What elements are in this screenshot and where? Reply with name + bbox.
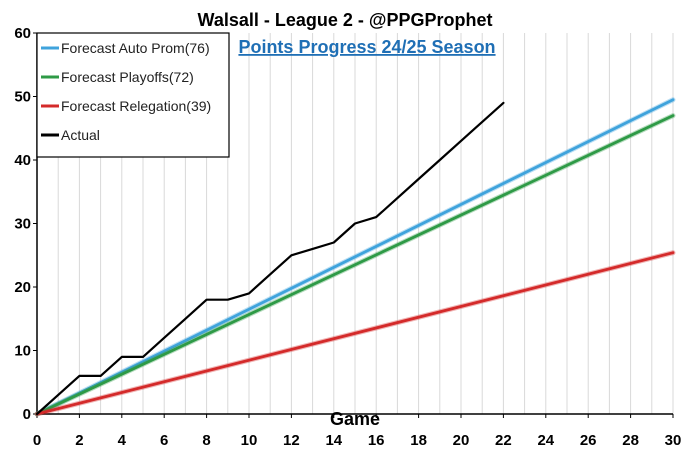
y-tick-label-4: 40 xyxy=(14,152,31,169)
x-tick-label-12: 24 xyxy=(537,432,554,449)
legend: Forecast Auto Prom(76) Forecast Playoffs(… xyxy=(36,32,230,158)
x-axis-label: Game xyxy=(330,409,380,429)
y-tick-label-0: 0 xyxy=(23,406,31,423)
series-line-0 xyxy=(35,98,675,416)
chart-subtitle: Points Progress 24/25 Season xyxy=(238,37,495,57)
y-tick-label-5: 50 xyxy=(14,89,31,106)
x-tick-label-14: 28 xyxy=(622,432,639,449)
x-tick-label-3: 6 xyxy=(160,432,168,449)
y-tick-label-2: 20 xyxy=(14,279,31,296)
x-tick-label-10: 20 xyxy=(453,432,470,449)
x-tick-label-0: 0 xyxy=(33,432,41,449)
x-tick-label-13: 26 xyxy=(580,432,597,449)
x-tick-label-1: 2 xyxy=(75,432,83,449)
x-tick-label-2: 4 xyxy=(118,432,127,449)
series-line-2 xyxy=(35,251,675,416)
series-line-3 xyxy=(35,101,505,416)
x-tick-label-9: 18 xyxy=(410,432,427,449)
x-tick-label-5: 10 xyxy=(241,432,258,449)
x-tick-label-6: 12 xyxy=(283,432,300,449)
x-tick-label-7: 14 xyxy=(325,432,342,449)
chart-title: Walsall - League 2 - @PPGProphet xyxy=(198,10,493,30)
series-group xyxy=(34,97,676,417)
legend-label-2: Forecast Relegation(39) xyxy=(61,98,211,114)
legend-label-1: Forecast Playoffs(72) xyxy=(61,69,194,85)
y-tick-label-1: 10 xyxy=(14,343,31,360)
x-tick-label-11: 22 xyxy=(495,432,512,449)
x-tick-label-4: 8 xyxy=(202,432,210,449)
x-tick-label-8: 16 xyxy=(368,432,385,449)
y-tick-label-3: 30 xyxy=(14,216,31,233)
legend-label-3: Actual xyxy=(61,127,100,143)
x-tick-label-15: 30 xyxy=(665,432,682,449)
series-line-1 xyxy=(35,114,675,416)
y-tick-label-6: 60 xyxy=(14,25,31,42)
legend-label-0: Forecast Auto Prom(76) xyxy=(61,40,210,56)
legend-box xyxy=(36,32,230,158)
